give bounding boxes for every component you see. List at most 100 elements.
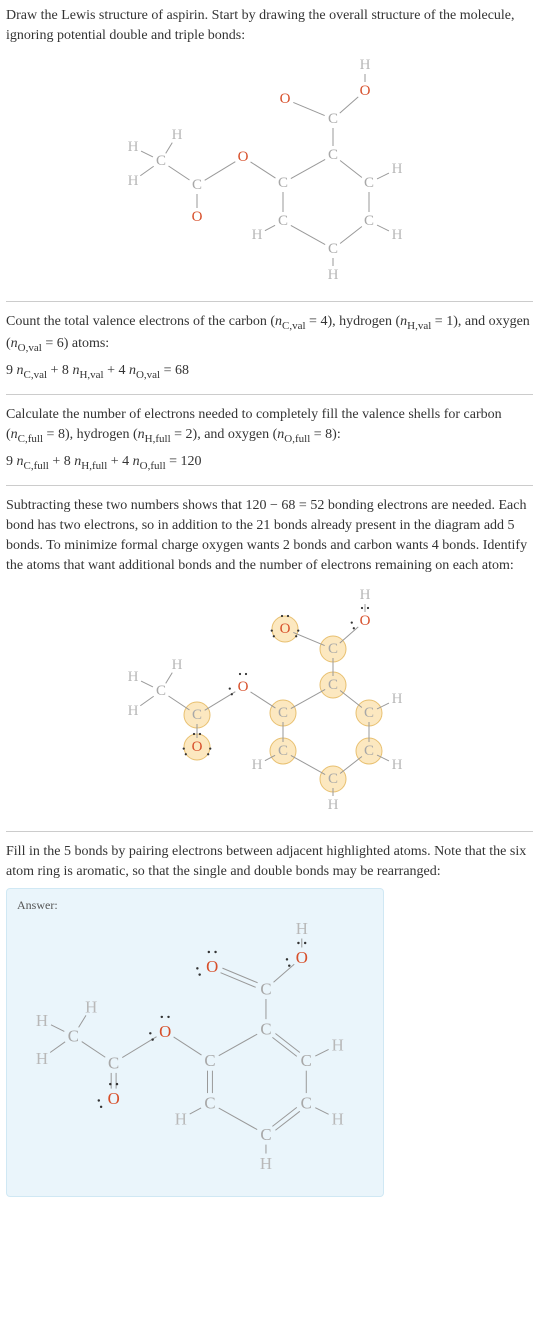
svg-text:C: C	[204, 1051, 215, 1070]
svg-text:C: C	[327, 111, 337, 127]
svg-text:O: O	[359, 613, 370, 629]
sub: O,full	[140, 460, 166, 472]
svg-text:C: C	[277, 743, 287, 759]
svg-text:H: H	[359, 57, 370, 73]
svg-text:C: C	[363, 743, 373, 759]
svg-text:C: C	[300, 1094, 311, 1113]
svg-text:H: H	[327, 267, 338, 283]
sub: H,val	[407, 319, 431, 331]
svg-text:O: O	[191, 739, 202, 755]
svg-text:C: C	[363, 705, 373, 721]
equation-1: 9 nC,val + 8 nH,val + 4 nO,val = 68	[6, 361, 533, 384]
txt: + 8	[47, 363, 72, 378]
svg-text:C: C	[260, 1020, 271, 1039]
sub: O,full	[284, 433, 310, 445]
txt: = 6) atoms:	[42, 336, 109, 351]
var-n: n	[129, 363, 136, 378]
svg-text:O: O	[237, 149, 248, 165]
svg-text:C: C	[67, 1027, 78, 1046]
divider	[6, 485, 533, 486]
svg-text:O: O	[359, 83, 370, 99]
var-n: n	[133, 454, 140, 469]
svg-text:H: H	[391, 691, 402, 707]
svg-text:C: C	[191, 707, 201, 723]
txt: = 68	[160, 363, 189, 378]
intro-para: Draw the Lewis structure of aspirin. Sta…	[6, 6, 533, 47]
txt: = 8), hydrogen (	[43, 427, 138, 442]
svg-text:C: C	[327, 771, 337, 787]
var-n: n	[17, 454, 24, 469]
lewis-diagram-initial: HOOCCCHCHCHCHCOCOCHHH	[125, 53, 415, 291]
svg-text:H: H	[331, 1110, 343, 1129]
svg-text:C: C	[260, 980, 271, 999]
sub: C,val	[282, 319, 306, 331]
svg-text:H: H	[295, 919, 307, 938]
svg-text:C: C	[191, 177, 201, 193]
txt: = 120	[166, 454, 202, 469]
svg-text:O: O	[107, 1090, 119, 1109]
svg-text:H: H	[85, 998, 97, 1017]
svg-text:O: O	[206, 957, 218, 976]
svg-text:C: C	[327, 147, 337, 163]
txt: 9	[6, 363, 17, 378]
step5-para: Fill in the 5 bonds by pairing electrons…	[6, 842, 533, 883]
txt: + 4	[104, 363, 129, 378]
answer-label: Answer:	[17, 897, 58, 914]
step2-para: Count the total valence electrons of the…	[6, 312, 533, 357]
svg-text:C: C	[277, 213, 287, 229]
svg-text:C: C	[277, 705, 287, 721]
equation-2: 9 nC,full + 8 nH,full + 4 nO,full = 120	[6, 452, 533, 475]
svg-text:C: C	[204, 1094, 215, 1113]
sub: H,full	[81, 460, 107, 472]
sub: O,val	[136, 369, 160, 381]
txt: = 4), hydrogen (	[306, 314, 401, 329]
svg-text:H: H	[127, 173, 138, 189]
svg-text:H: H	[35, 1049, 47, 1068]
lewis-diagram-final: HOOCCCHCHCHCHCOCOCHHH	[33, 915, 358, 1182]
svg-text:O: O	[295, 948, 307, 967]
var-n: n	[138, 427, 145, 442]
step4-para: Subtracting these two numbers shows that…	[6, 496, 533, 577]
svg-text:C: C	[327, 677, 337, 693]
svg-text:C: C	[108, 1054, 119, 1073]
svg-text:H: H	[391, 757, 402, 773]
svg-text:C: C	[327, 641, 337, 657]
svg-text:O: O	[237, 679, 248, 695]
svg-text:H: H	[127, 669, 138, 685]
sub: H,val	[79, 369, 103, 381]
var-n: n	[275, 314, 282, 329]
svg-text:H: H	[391, 161, 402, 177]
svg-text:C: C	[327, 241, 337, 257]
sub: H,full	[145, 433, 171, 445]
svg-text:H: H	[391, 227, 402, 243]
sub: C,full	[18, 433, 43, 445]
var-n: n	[11, 336, 18, 351]
svg-text:H: H	[127, 703, 138, 719]
svg-text:H: H	[327, 797, 338, 813]
svg-text:H: H	[259, 1154, 271, 1173]
divider	[6, 301, 533, 302]
svg-text:H: H	[35, 1011, 47, 1030]
svg-text:H: H	[174, 1110, 186, 1129]
txt: 9	[6, 454, 17, 469]
var-n: n	[11, 427, 18, 442]
svg-text:O: O	[279, 621, 290, 637]
svg-text:C: C	[363, 175, 373, 191]
answer-box: Answer: HOOCCCHCHCHCHCOCOCHHH	[6, 888, 384, 1197]
svg-text:C: C	[363, 213, 373, 229]
svg-text:H: H	[251, 757, 262, 773]
svg-text:C: C	[155, 683, 165, 699]
step3-para: Calculate the number of electrons needed…	[6, 405, 533, 448]
svg-text:H: H	[171, 127, 182, 143]
svg-text:H: H	[251, 227, 262, 243]
txt: Count the total valence electrons of the…	[6, 314, 275, 329]
svg-text:H: H	[127, 139, 138, 155]
svg-text:O: O	[191, 209, 202, 225]
svg-text:C: C	[155, 153, 165, 169]
sub: O,val	[18, 342, 42, 354]
svg-text:O: O	[279, 91, 290, 107]
svg-text:H: H	[171, 657, 182, 673]
txt: + 4	[107, 454, 132, 469]
sub: C,val	[24, 369, 48, 381]
txt: = 8):	[310, 427, 340, 442]
